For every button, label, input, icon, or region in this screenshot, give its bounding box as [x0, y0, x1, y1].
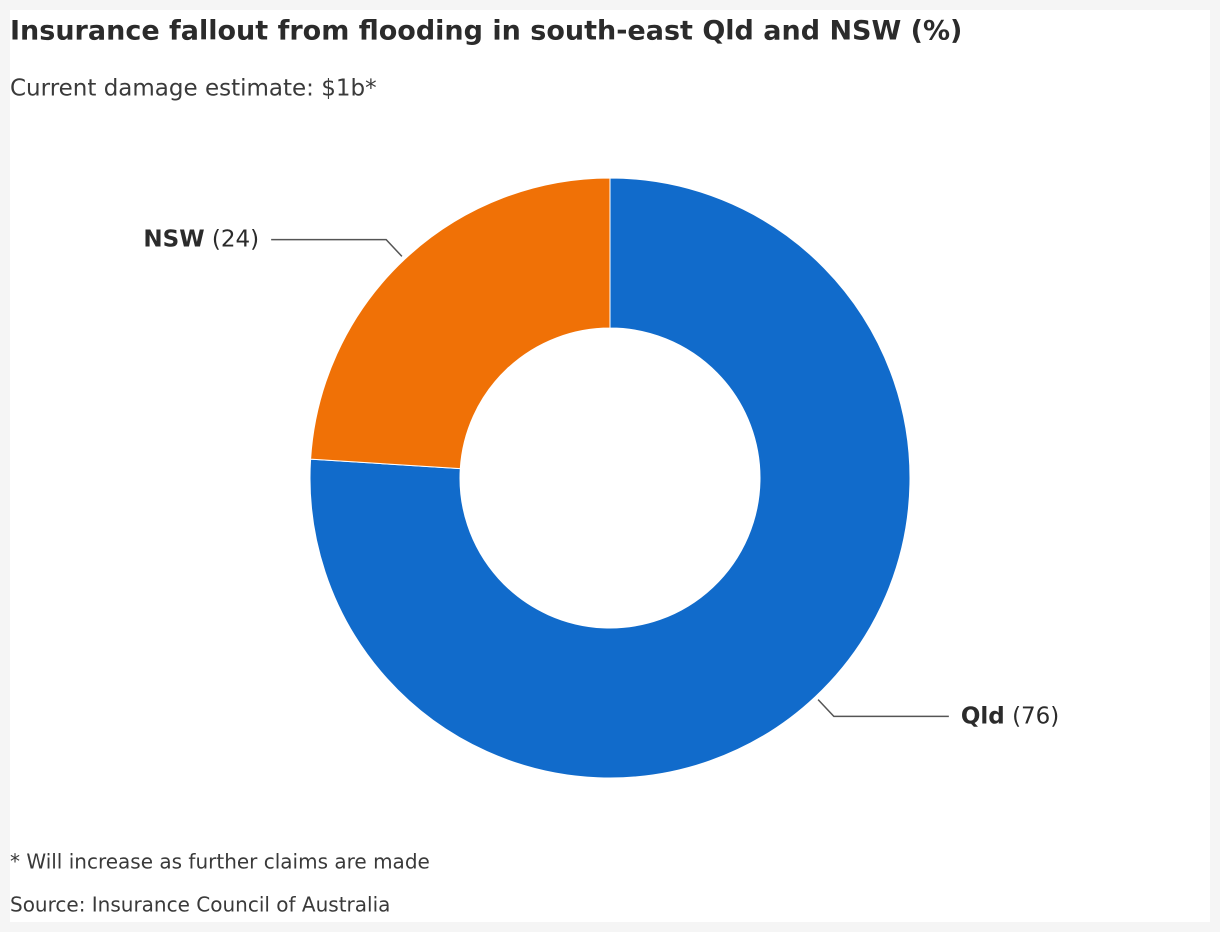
data-label: NSW (24): [143, 226, 259, 252]
chart-subtitle: Current damage estimate: $1b*: [10, 76, 377, 102]
data-label: Qld (76): [961, 703, 1059, 729]
label-category: NSW: [143, 226, 204, 252]
leader-line: [817, 699, 949, 718]
leader-line: [271, 238, 403, 257]
panel: [10, 10, 1210, 922]
chart-title: Insurance fallout from flooding in south…: [10, 16, 962, 47]
label-value: (76): [1012, 703, 1059, 729]
donut-segment: [309, 177, 911, 779]
donut-segment: [310, 177, 611, 470]
label-value: (24): [212, 226, 259, 252]
label-category: Qld: [961, 703, 1005, 729]
source: Source: Insurance Council of Australia: [10, 893, 390, 917]
footnote: * Will increase as further claims are ma…: [10, 850, 430, 874]
